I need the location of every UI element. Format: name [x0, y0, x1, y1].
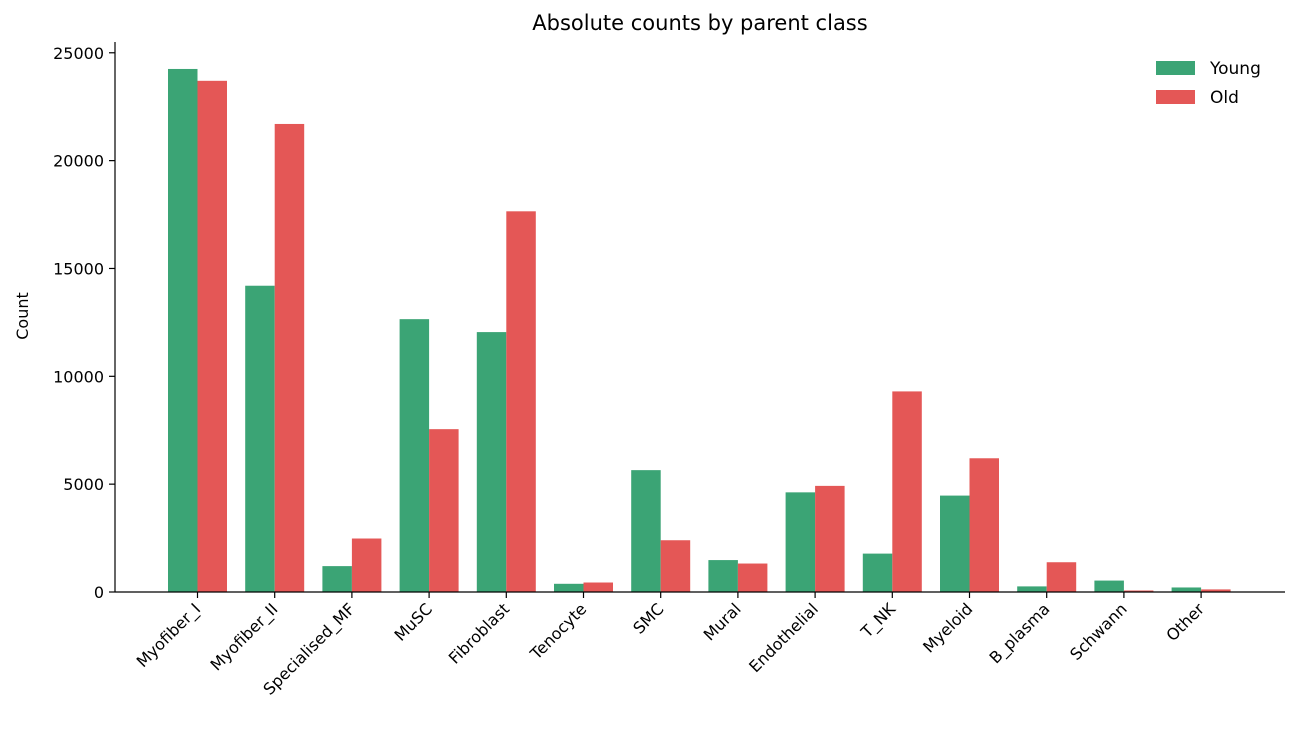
bar-old-smc	[660, 540, 691, 592]
bar-old-endothelial	[815, 485, 845, 592]
bar-young-other	[1171, 587, 1202, 592]
x-tick-label: Tenocyte	[526, 599, 591, 664]
legend-label-young: Young	[1209, 59, 1261, 79]
bar-young-musc	[399, 319, 430, 592]
bar-young-tenocyte	[554, 583, 584, 592]
bar-young-fibroblast	[476, 332, 507, 592]
y-tick-label: 25000	[53, 44, 104, 63]
bar-old-myofiber_ii	[274, 123, 305, 593]
bar-young-schwann	[1094, 580, 1124, 592]
bar-old-tenocyte	[583, 582, 613, 592]
x-tick-label: SMC	[629, 599, 667, 637]
x-tick-label: Schwann	[1066, 599, 1131, 664]
bar-old-mural	[737, 563, 768, 592]
y-axis-ticks: 0 5000 10000 15000 20000 25000	[53, 44, 115, 602]
x-tick-label: Endothelial	[745, 599, 822, 676]
legend-swatch-young	[1156, 61, 1195, 75]
bar-young-smc	[631, 470, 661, 592]
bar-young-myofiber_ii	[245, 285, 275, 592]
x-tick-label: Myeloid	[919, 599, 976, 656]
chart-title: Absolute counts by parent class	[532, 11, 867, 35]
legend-label-old: Old	[1210, 88, 1239, 108]
y-axis-label: Count	[13, 292, 32, 340]
legend: Young Old	[1156, 59, 1261, 108]
x-tick-label: MuSC	[390, 599, 435, 644]
y-tick-label: 5000	[63, 475, 104, 494]
bar-old-b_plasma	[1046, 562, 1077, 592]
x-tick-label: Myofiber_II	[206, 599, 282, 675]
bar-old-schwann	[1123, 590, 1154, 592]
bar-old-myeloid	[969, 458, 999, 592]
bar-old-specialised_mf	[351, 538, 382, 592]
x-tick-label: B_plasma	[986, 599, 1055, 668]
y-tick-label: 0	[94, 583, 104, 602]
x-tick-label: Myofiber_I	[133, 599, 205, 671]
y-tick-label: 15000	[53, 259, 104, 278]
x-tick-label: Fibroblast	[445, 599, 513, 667]
bar-old-other	[1201, 589, 1231, 592]
x-tick-label: Other	[1162, 599, 1208, 645]
bar-young-t_nk	[862, 553, 893, 592]
x-tick-label: T_NK	[857, 599, 901, 643]
bar-young-b_plasma	[1017, 586, 1047, 592]
bar-young-mural	[708, 560, 738, 592]
bar-young-specialised_mf	[322, 566, 352, 592]
bar-old-myofiber_i	[197, 80, 227, 592]
bar-young-endothelial	[785, 492, 816, 592]
legend-swatch-old	[1156, 90, 1195, 104]
bar-old-t_nk	[892, 391, 922, 592]
bar-young-myofiber_i	[168, 68, 198, 592]
bar-old-fibroblast	[506, 211, 536, 592]
x-tick-label: Mural	[700, 599, 745, 644]
y-tick-label: 20000	[53, 152, 104, 171]
y-tick-label: 10000	[53, 367, 104, 386]
bar-young-myeloid	[940, 495, 970, 592]
bars-group	[168, 68, 1231, 593]
bar-old-musc	[429, 429, 459, 592]
